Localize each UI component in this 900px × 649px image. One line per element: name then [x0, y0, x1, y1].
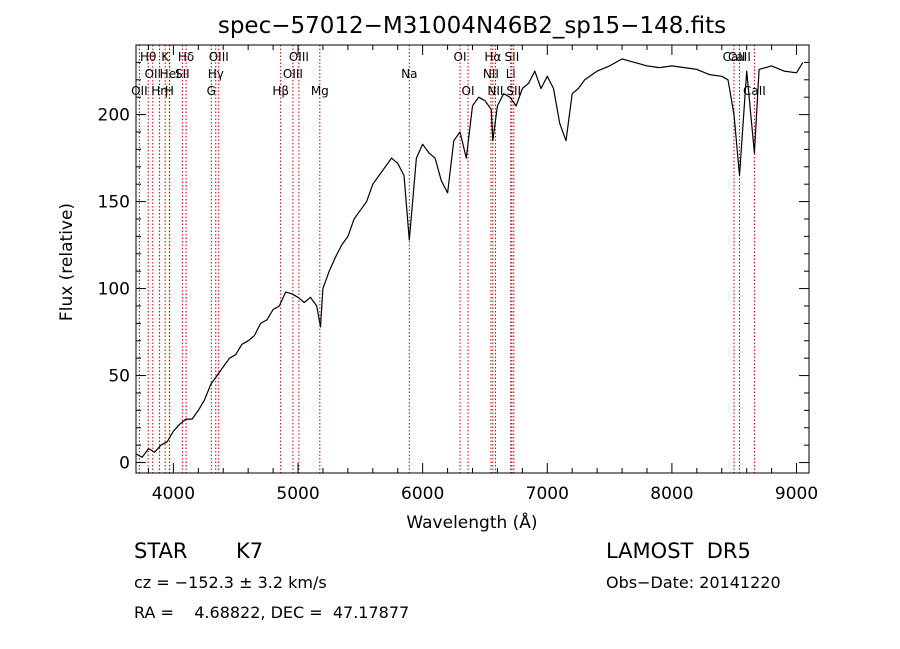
line-label-16: Na: [401, 67, 417, 81]
object-class: STAR: [134, 539, 188, 563]
line-label-19: NII: [483, 67, 499, 81]
line-label-2: OII: [131, 84, 148, 98]
x-tick-label-1: 5000: [276, 484, 319, 504]
chart-title: spec−57012−M31004N46B2_sp15−148.fits: [218, 13, 726, 39]
y-tick-label-3: 150: [98, 193, 130, 213]
line-label-24: SII: [506, 84, 521, 98]
line-label-21: NII: [487, 84, 503, 98]
line-label-13: OIII: [283, 67, 303, 81]
line-label-8: SII: [175, 67, 190, 81]
x-axis: 4000 5000 6000 7000 8000 9000: [147, 45, 818, 504]
y-tick-label-0: 0: [119, 454, 130, 474]
y-tick-label-1: 50: [108, 367, 130, 387]
line-label-27: CaII: [743, 84, 766, 98]
x-tick-label-3: 7000: [526, 484, 569, 504]
x-tick-label-5: 9000: [775, 484, 818, 504]
observation-date: Obs−Date: 20141220: [606, 573, 781, 592]
line-label-20: Hα: [484, 50, 501, 64]
line-label-0: Hθ: [140, 50, 156, 64]
y-tick-label-4: 200: [98, 106, 130, 126]
redshift-cz: cz = −152.3 ± 3.2 km/s: [134, 573, 327, 592]
x-tick-label-4: 8000: [650, 484, 693, 504]
y-axis-label: Flux (relative): [57, 203, 77, 321]
coordinates: RA = 4.68822, DEC = 47.17877: [134, 603, 410, 622]
spectrum-series: [135, 58, 804, 458]
line-label-15: Mg: [311, 84, 329, 98]
y-axis: 0 50 100 150 200: [98, 61, 809, 474]
line-label-1: OII: [145, 67, 162, 81]
line-label-26: CaII: [728, 50, 751, 64]
line-label-10: Hγ: [208, 67, 224, 81]
line-label-14: OIII: [289, 50, 309, 64]
survey-name: LAMOST DR5: [606, 539, 751, 563]
line-label-22: Li: [506, 67, 516, 81]
line-label-18: OI: [462, 84, 475, 98]
object-subclass: K7: [236, 539, 264, 563]
line-label-12: Hβ: [272, 84, 289, 98]
line-label-3: Hη: [151, 84, 168, 98]
x-axis-label: Wavelength (Å): [406, 511, 537, 533]
line-label-4: K: [161, 50, 170, 64]
line-label-6: H: [165, 84, 174, 98]
x-tick-label-2: 6000: [401, 484, 444, 504]
line-label-17: OI: [454, 50, 467, 64]
line-label-9: G: [207, 84, 216, 98]
line-label-7: Hδ: [178, 50, 194, 64]
spectrum-line: [135, 58, 804, 458]
y-tick-label-2: 100: [98, 280, 130, 300]
line-label-23: SII: [505, 50, 520, 64]
line-label-11: OIII: [209, 50, 229, 64]
x-tick-label-0: 4000: [152, 484, 195, 504]
